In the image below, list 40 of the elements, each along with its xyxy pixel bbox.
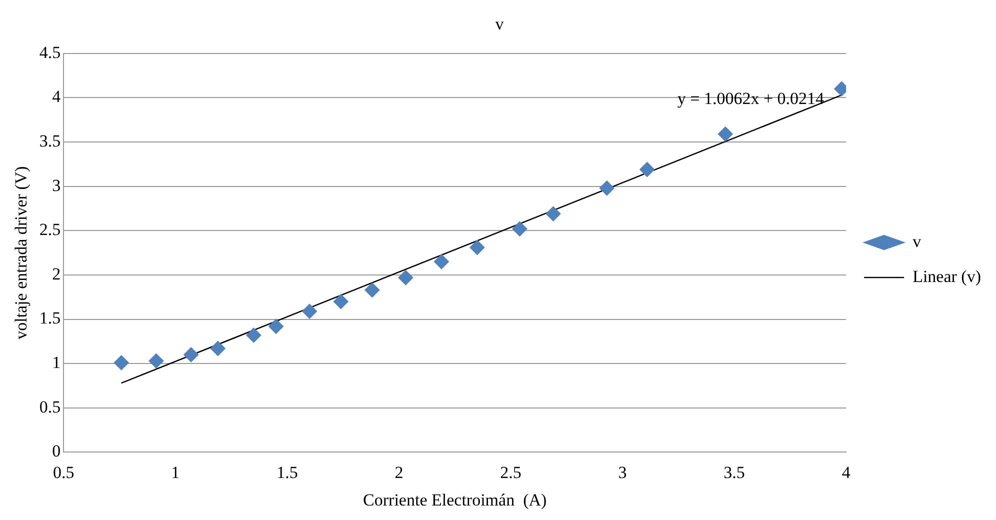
point [114,355,129,370]
x-tick-label: 1 [171,462,180,482]
y-tick-label: 2 [52,264,61,284]
point [148,353,164,368]
x-axis-title: Corriente Electroimán (A) [363,490,547,510]
point [599,180,614,196]
point [434,254,449,270]
point [512,221,528,236]
point [364,282,380,298]
x-tick-label: 3.5 [724,462,745,482]
y-tick-label: 4.5 [39,42,61,62]
y-tick-label: 3 [52,176,61,195]
x-tick-label: 4 [842,462,851,482]
y-axis-title: voltaje entrada driver (V) [12,166,31,340]
x-tick-label: 2 [394,462,404,482]
point [210,341,226,356]
y-tick-label: 1 [52,353,61,372]
y-tick-label: 0 [52,442,61,461]
point [184,347,199,362]
point [268,318,284,334]
y-tick-label: 4 [52,87,62,106]
point [302,304,318,319]
x-tick-label: 3 [618,462,627,482]
point [640,162,655,177]
point [546,206,561,222]
annotation: y = 1.0062x + 0.0214 [677,88,825,108]
x-tick-label: 2.5 [500,462,522,482]
y-tick-label: 2.5 [39,220,61,240]
point [333,294,348,310]
legend-label: v [912,232,922,251]
point [718,126,733,142]
y-tick-label: 0.5 [39,397,61,416]
y-tick-label: 3.5 [39,131,61,150]
point [470,240,485,255]
point [398,270,414,286]
point [246,328,262,343]
y-tick-label: 1.5 [39,308,61,328]
x-tick-label: 1.5 [276,462,298,482]
legend-label: Linear (v) [912,266,982,286]
chart-title: v [495,14,504,34]
